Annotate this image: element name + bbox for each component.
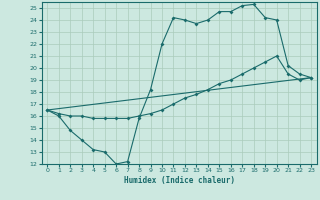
- X-axis label: Humidex (Indice chaleur): Humidex (Indice chaleur): [124, 176, 235, 185]
